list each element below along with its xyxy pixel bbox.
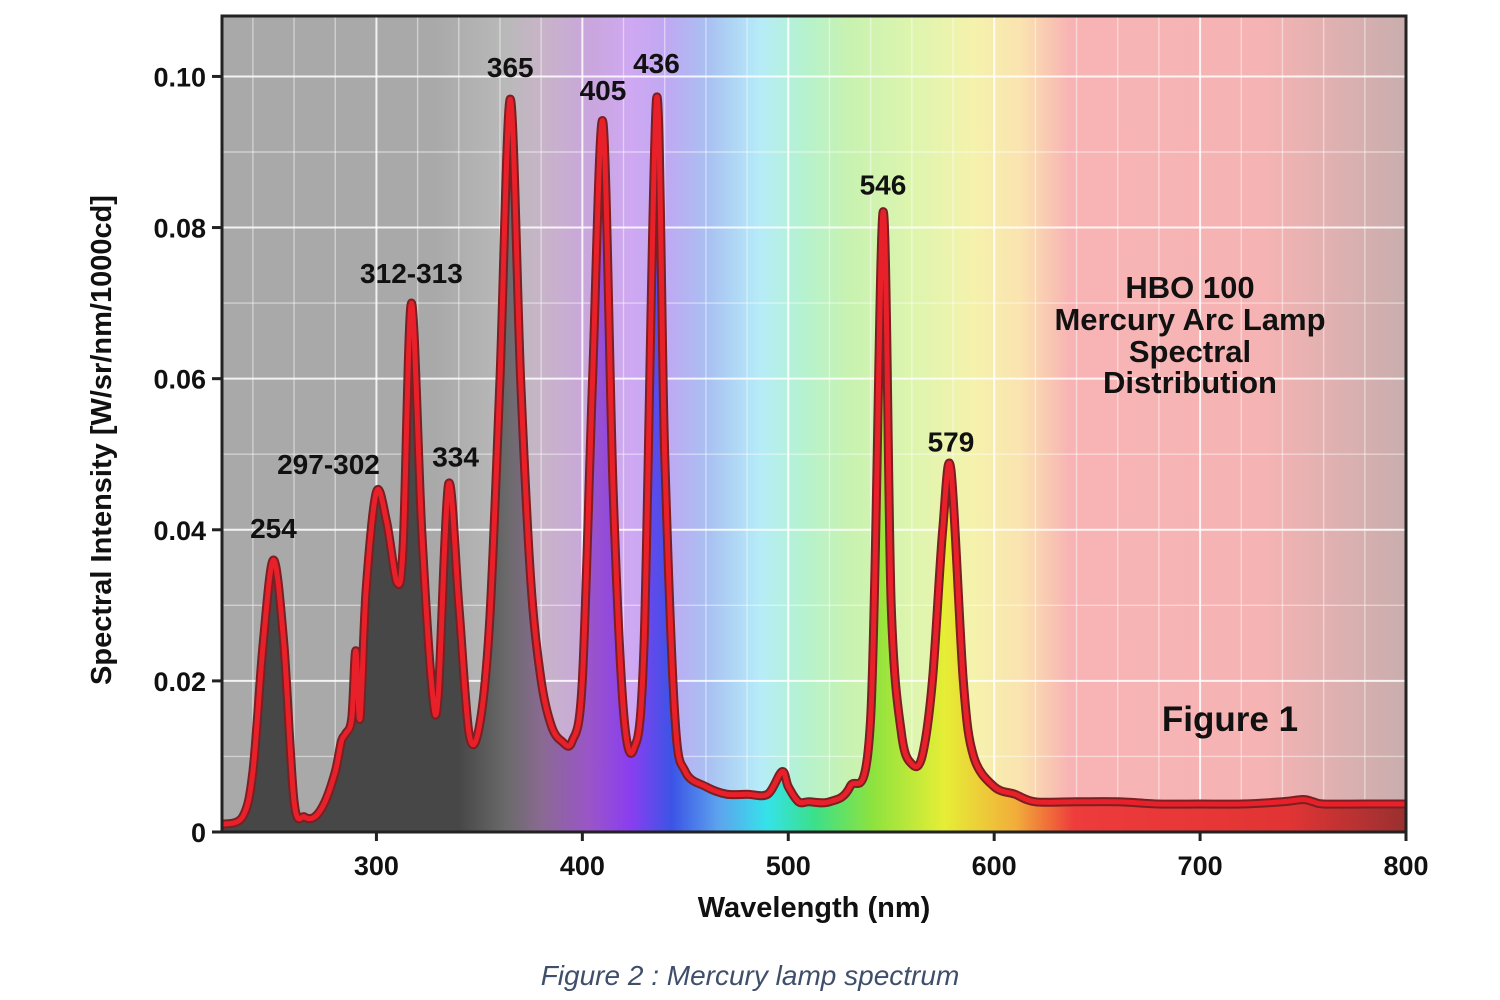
figure-label: Figure 1 [1162,700,1298,739]
y-tick-label: 0.02 [153,667,206,697]
plot-area [220,14,1408,834]
y-tick-label: 0 [191,818,206,848]
peak-label: 334 [432,441,479,472]
peak-label: 297-302 [277,449,380,480]
peak-label: 579 [928,426,975,457]
peak-label: 254 [250,513,297,544]
figure-caption: Figure 2 : Mercury lamp spectrum [540,960,960,991]
x-axis-title: Wavelength (nm) [698,892,931,924]
plot-frame [220,14,1408,834]
peak-label: 312-313 [360,258,463,289]
y-axis: 0 0.02 0.04 0.06 0.08 0.10 [153,62,222,848]
y-axis-title: Spectral Intensity [W/sr/nm/1000cd] [86,195,118,685]
spectrum-area-fill [222,96,1406,832]
annotation-line-2: Mercury Arc Lamp [1054,302,1325,337]
y-tick-label: 0.08 [153,214,206,244]
x-tick-label: 400 [560,851,605,881]
annotation-line-4: Distribution [1103,365,1277,400]
annotation-line-3: Spectral [1129,334,1251,369]
peak-label: 365 [487,52,534,83]
peak-label: 546 [860,169,907,200]
x-tick-label: 500 [766,851,811,881]
lamp-annotation: HBO 100 Mercury Arc Lamp Spectral Distri… [1054,270,1325,400]
y-tick-label: 0.10 [153,62,206,92]
peak-label: 436 [633,48,680,79]
y-tick-label: 0.06 [153,365,206,395]
x-axis: 300 400 500 600 700 800 [354,832,1429,881]
x-tick-label: 800 [1383,851,1428,881]
peak-label: 405 [580,75,627,106]
x-tick-label: 600 [972,851,1017,881]
x-tick-label: 300 [354,851,399,881]
x-tick-label: 700 [1178,851,1223,881]
annotation-line-1: HBO 100 [1125,270,1254,305]
spectrum-line [222,94,1406,827]
y-tick-label: 0.04 [153,516,206,546]
